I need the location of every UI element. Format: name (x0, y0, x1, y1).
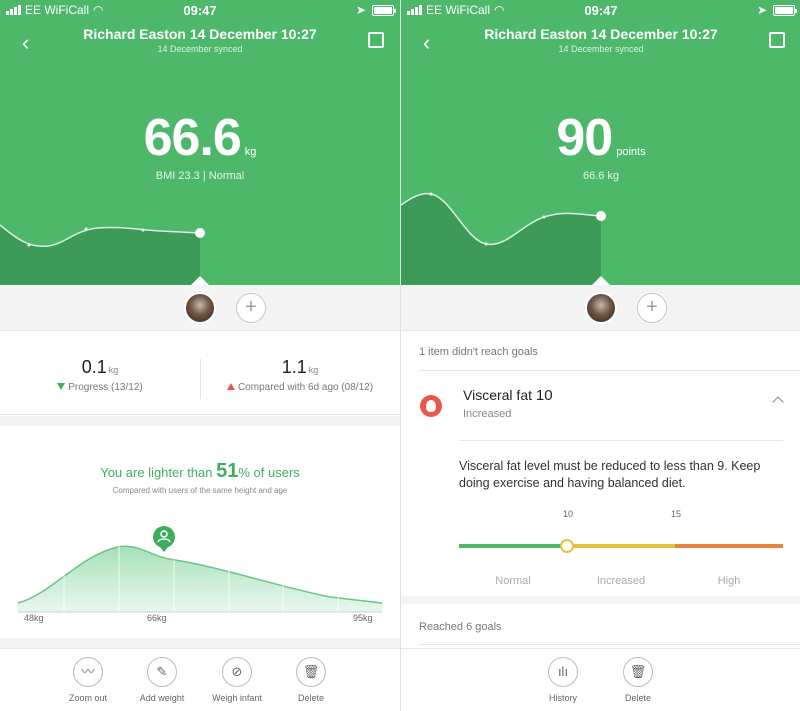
scale-high-segment (675, 544, 783, 548)
share-icon[interactable] (368, 32, 384, 48)
history-button[interactable]: ılı History (528, 657, 598, 703)
carrier-label: EE WiFiCall (426, 3, 491, 17)
delete-button[interactable]: 🗑 Delete (276, 657, 346, 703)
visceral-fat-icon (420, 395, 442, 417)
bottom-toolbar: ılı History 🗑 Delete (401, 648, 800, 711)
axis-max-label: 95kg (353, 613, 373, 623)
left-screen: EE WiFiCall ◠ 09:47 ➤ ‹ Richard Easton 14… (0, 0, 400, 711)
comparison-subtitle: Compared with users of the same height a… (112, 486, 288, 495)
zone-increased-label: Increased (596, 575, 646, 587)
weight-unit: kg (244, 146, 257, 158)
visceral-fat-title[interactable]: Visceral fat 10 (463, 387, 553, 404)
sync-status: 14 December synced (157, 44, 243, 54)
carrier-label: EE WiFiCall (25, 3, 90, 17)
avatar[interactable] (585, 292, 617, 324)
compare-unit: kg (308, 365, 319, 375)
status-bar: EE WiFiCall ◠ 09:47 ➤ (401, 0, 800, 20)
visceral-fat-value: 10 (535, 387, 553, 404)
add-weight-button[interactable]: ✎ Add weight (127, 657, 197, 703)
score-trend-chart[interactable] (401, 170, 800, 285)
page-title: Richard Easton 14 December 10:27 (484, 26, 718, 42)
scale-marker (560, 539, 574, 553)
progress-label: Progress (13/12) (68, 382, 143, 393)
arrow-down-icon (57, 383, 66, 390)
progress-stat: 0.1 kg Progress (13/12) (0, 357, 200, 393)
stats-row: 0.1 kg Progress (13/12) 1.1 kg Compared wi… (0, 345, 400, 415)
bmi-label: BMI 23.3 | Normal (155, 170, 245, 182)
weight-value: 66.6 (143, 109, 242, 167)
edit-icon: ✎ (147, 657, 177, 687)
wifi-icon: ◠ (494, 3, 505, 17)
wifi-icon: ◠ (93, 3, 104, 17)
waveform-icon: 〰 (73, 657, 103, 687)
status-time: 09:47 (584, 3, 618, 18)
scale-normal-segment (459, 544, 567, 548)
scale-increased-segment (567, 544, 675, 548)
selection-pointer (592, 276, 610, 285)
bar-chart-icon: ılı (548, 657, 578, 687)
battery-icon (773, 4, 797, 16)
goals-not-reached-header: 1 item didn't reach goals (419, 346, 538, 358)
signal-icon (407, 5, 422, 15)
add-user-button[interactable]: + (637, 293, 667, 323)
location-icon: ➤ (355, 3, 366, 17)
share-icon[interactable] (769, 32, 785, 48)
selection-pointer (191, 276, 209, 285)
add-user-button[interactable]: + (236, 293, 266, 323)
battery-icon (372, 4, 396, 16)
user-marker-icon (153, 526, 175, 552)
weight-trend-chart[interactable] (0, 170, 400, 285)
compare-stat: 1.1 kg Compared with 6d ago (08/12) (200, 357, 400, 393)
compare-label: Compared with 6d ago (08/12) (237, 382, 374, 393)
weigh-infant-button[interactable]: ⊘ Weigh infant (202, 657, 272, 703)
location-icon: ➤ (756, 3, 767, 17)
weight-distribution-chart (17, 526, 383, 613)
signal-icon (6, 5, 21, 15)
score-value: 90 (556, 109, 613, 167)
user-selector: + (0, 285, 400, 331)
weight-display: 66.6 kg BMI 23.3 | Normal (0, 108, 400, 182)
goals-reached-header[interactable]: Reached 6 goals (419, 621, 502, 633)
compare-value: 1.1 (281, 357, 307, 377)
trash-icon: 🗑 (623, 657, 653, 687)
scale-tick-10: 10 (563, 509, 574, 519)
advice-text: Visceral fat level must be reduced to le… (459, 459, 761, 490)
bottom-toolbar: 〰 Zoom out ✎ Add weight ⊘ Weigh infant 🗑 Del… (0, 648, 400, 711)
percentile-value: 51 (216, 460, 239, 482)
infant-icon: ⊘ (222, 657, 252, 687)
nav-bar: ‹ Richard Easton 14 December 10:27 14 De… (401, 24, 800, 60)
right-screen: EE WiFiCall ◠ 09:47 ➤ ‹ Richard Easton 14… (400, 0, 800, 711)
page-title: Richard Easton 14 December 10:27 (83, 26, 317, 42)
progress-value: 0.1 (81, 357, 107, 377)
score-display: 90 points 66.6 kg (401, 108, 800, 182)
delete-button[interactable]: 🗑 Delete (603, 657, 673, 703)
score-weight-label: 66.6 kg (582, 170, 620, 182)
chevron-up-icon[interactable] (772, 396, 784, 408)
visceral-fat-status: Increased (463, 408, 512, 420)
back-icon[interactable]: ‹ (423, 30, 431, 55)
current-point[interactable] (195, 228, 205, 238)
trash-icon: 🗑 (296, 657, 326, 687)
arrow-up-icon (226, 383, 235, 390)
status-time: 09:47 (183, 3, 217, 18)
avatar[interactable] (184, 292, 216, 324)
score-unit: points (616, 146, 646, 158)
zone-normal-label: Normal (495, 575, 531, 587)
scale-tick-15: 15 (671, 509, 682, 519)
nav-bar: ‹ Richard Easton 14 December 10:27 14 De… (0, 24, 400, 60)
axis-mid-label: 66kg (147, 613, 167, 623)
axis-min-label: 48kg (24, 613, 44, 623)
back-icon[interactable]: ‹ (22, 30, 30, 55)
lighter-than-text: You are lighter than 51% of users (100, 460, 300, 482)
zoom-out-button[interactable]: 〰 Zoom out (53, 657, 123, 703)
current-point[interactable] (596, 211, 606, 221)
progress-unit: kg (108, 365, 119, 375)
zone-high-label: High (717, 575, 741, 587)
user-selector: + (401, 285, 800, 331)
status-bar: EE WiFiCall ◠ 09:47 ➤ (0, 0, 400, 20)
sync-status: 14 December synced (558, 44, 644, 54)
